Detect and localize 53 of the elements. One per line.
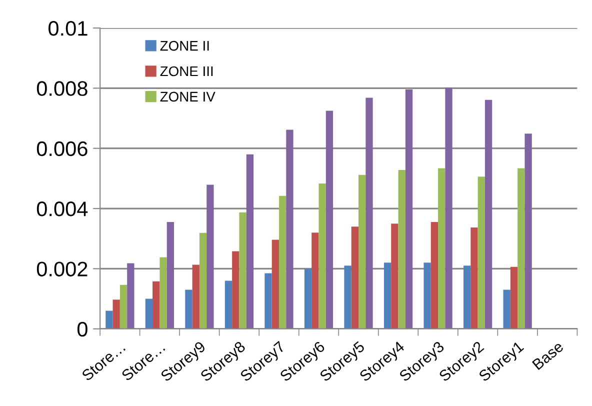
bar bbox=[112, 300, 120, 329]
bar bbox=[398, 170, 406, 329]
bar bbox=[166, 222, 174, 329]
bar bbox=[232, 251, 240, 329]
y-tick-label: 0.002 bbox=[36, 262, 88, 276]
bar bbox=[510, 266, 518, 329]
bar bbox=[445, 88, 452, 329]
bar bbox=[185, 290, 192, 329]
bar bbox=[503, 290, 510, 329]
legend-label: ZONE IV bbox=[160, 92, 216, 102]
bar bbox=[127, 263, 134, 329]
legend-label: ZONE II bbox=[160, 40, 209, 51]
bar bbox=[278, 196, 286, 329]
bar bbox=[192, 264, 200, 329]
bar bbox=[478, 176, 485, 329]
bar bbox=[160, 257, 167, 329]
bar bbox=[199, 232, 207, 329]
bar bbox=[246, 154, 254, 329]
bar bbox=[272, 240, 279, 329]
bar bbox=[312, 232, 319, 329]
y-tick-label: 0.006 bbox=[36, 141, 88, 156]
bar bbox=[239, 212, 246, 329]
bar bbox=[286, 130, 294, 329]
bar bbox=[145, 298, 153, 329]
y-tick-label: 0.004 bbox=[36, 202, 88, 216]
y-tick-label: 0.008 bbox=[36, 81, 88, 96]
bar bbox=[152, 281, 160, 329]
bar bbox=[366, 98, 373, 329]
bar bbox=[326, 110, 334, 329]
bar bbox=[384, 262, 392, 329]
bar bbox=[438, 168, 446, 329]
bar bbox=[318, 184, 326, 329]
bar bbox=[358, 174, 366, 329]
bar bbox=[430, 222, 438, 329]
bar bbox=[120, 284, 128, 329]
bar bbox=[106, 310, 113, 329]
legend-label: ZONE III bbox=[160, 66, 213, 76]
bar bbox=[304, 268, 312, 329]
bar bbox=[391, 224, 398, 329]
bar bbox=[405, 89, 413, 329]
bar bbox=[484, 100, 492, 329]
bar bbox=[224, 280, 232, 329]
bar bbox=[424, 262, 431, 329]
bar bbox=[206, 184, 214, 329]
bar bbox=[524, 134, 532, 329]
y-tick-label: 0.01 bbox=[48, 21, 88, 36]
y-tick-label: 0 bbox=[77, 322, 88, 337]
bar bbox=[470, 227, 478, 329]
bar bbox=[463, 266, 471, 329]
bar bbox=[518, 168, 525, 329]
bar bbox=[351, 226, 359, 329]
bar bbox=[344, 266, 352, 329]
bar bbox=[264, 273, 272, 329]
